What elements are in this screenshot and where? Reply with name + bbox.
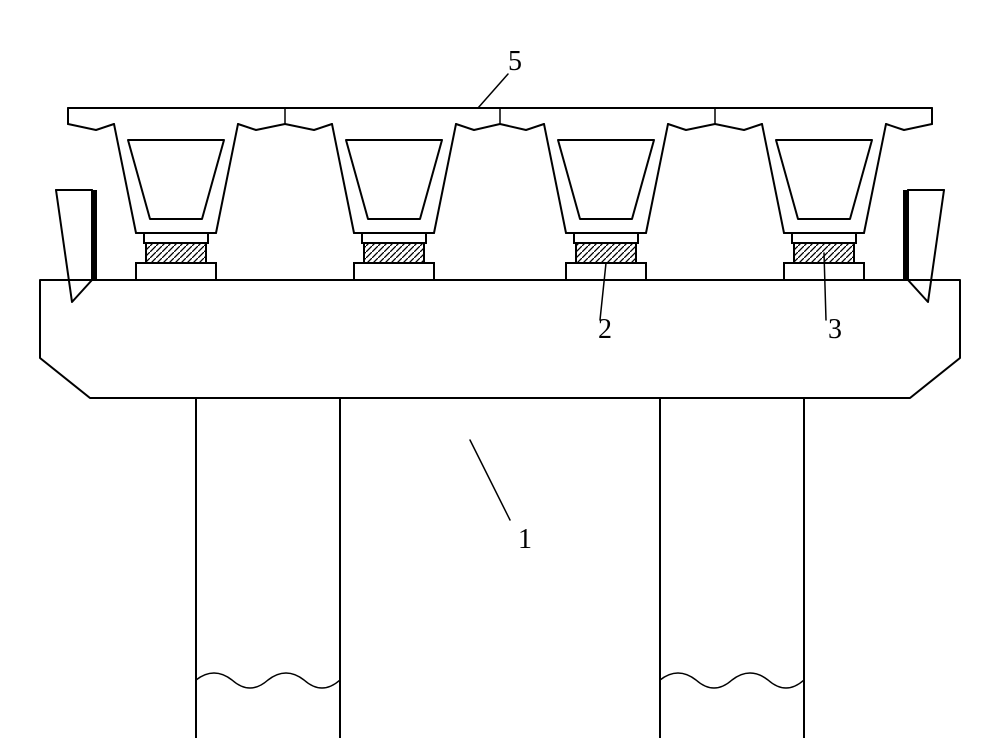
callout: 3 bbox=[824, 253, 842, 345]
end-stop bbox=[903, 190, 944, 302]
callout-number: 3 bbox=[828, 314, 842, 345]
callout-number: 1 bbox=[518, 524, 532, 555]
stop-bar bbox=[903, 190, 908, 280]
pedestal bbox=[136, 263, 216, 280]
callout: 2 bbox=[598, 263, 612, 345]
girder-bottom-plate bbox=[574, 233, 638, 243]
bearing-pad bbox=[576, 243, 636, 263]
callout-number: 5 bbox=[508, 46, 522, 77]
callout-number: 2 bbox=[598, 314, 612, 345]
cap-beam bbox=[40, 280, 960, 398]
box-girder bbox=[500, 124, 715, 233]
stop-bar bbox=[92, 190, 97, 280]
bridge-cross-section: 5 2 3 1 bbox=[0, 0, 1000, 738]
callout: 5 bbox=[478, 46, 522, 108]
girder-bottom-plate bbox=[792, 233, 856, 243]
box-girder bbox=[285, 124, 500, 233]
bearing-pad bbox=[146, 243, 206, 263]
callout: 1 bbox=[470, 440, 532, 555]
girder-bottom-plate bbox=[362, 233, 426, 243]
box-girder bbox=[68, 124, 285, 233]
pedestal bbox=[354, 263, 434, 280]
pier-column bbox=[196, 398, 340, 738]
bearing-pad bbox=[364, 243, 424, 263]
box-girder bbox=[715, 124, 932, 233]
end-stop bbox=[56, 190, 97, 302]
girder-bottom-plate bbox=[144, 233, 208, 243]
pier-column bbox=[660, 398, 804, 738]
